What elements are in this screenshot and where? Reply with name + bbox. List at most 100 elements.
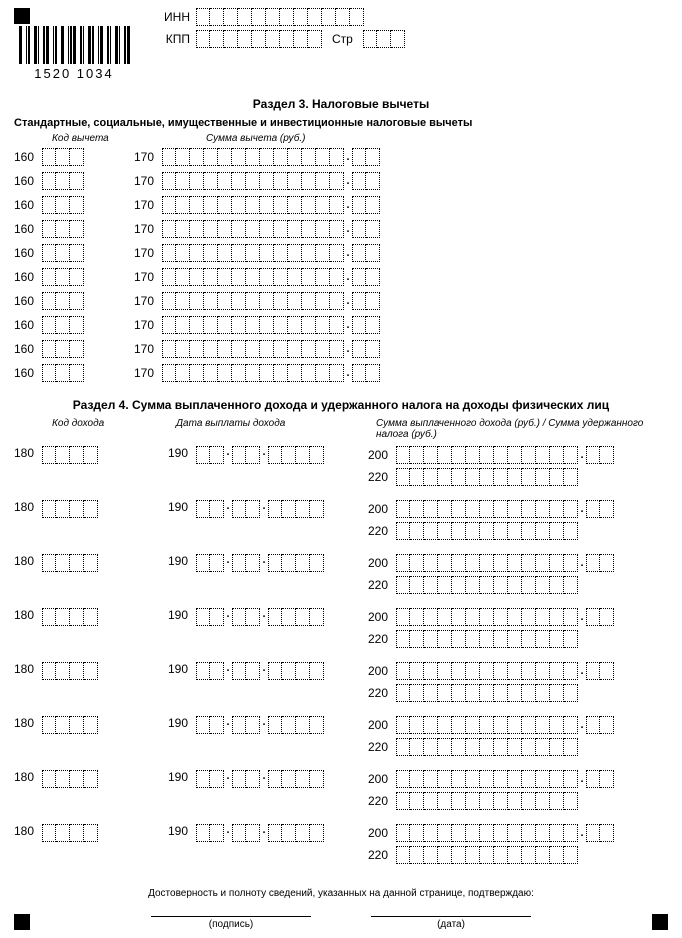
- decimal-dot-icon: .: [224, 554, 232, 566]
- s4-colA-header: Код дохода: [14, 418, 168, 440]
- decimal-dot-icon: .: [344, 295, 352, 307]
- section3-subtitle: Стандартные, социальные, имущественные и…: [14, 117, 668, 129]
- s3-code-right: 170: [134, 150, 162, 164]
- s3-code-left: 160: [14, 294, 42, 308]
- barcode-icon: [19, 26, 130, 64]
- date-label: (дата): [437, 919, 465, 930]
- s3-row: 160 170.: [14, 292, 668, 310]
- decimal-dot-icon: .: [578, 557, 586, 569]
- s4-code-190: 190: [168, 770, 196, 784]
- footer-line: Достоверность и полноту сведений, указан…: [30, 888, 652, 899]
- decimal-dot-icon: .: [578, 449, 586, 461]
- s3-code-left: 160: [14, 342, 42, 356]
- inn-cells[interactable]: [196, 8, 364, 26]
- section3-headers: Код вычета Сумма вычета (руб.): [14, 133, 668, 144]
- decimal-dot-icon: .: [224, 446, 232, 458]
- decimal-dot-icon: .: [344, 271, 352, 283]
- decimal-dot-icon: .: [344, 367, 352, 379]
- s4-code-220: 220: [368, 470, 396, 484]
- s3-code-right: 170: [134, 294, 162, 308]
- s3-code-right: 170: [134, 222, 162, 236]
- header: 1520 1034 ИНН КПП Стр: [14, 8, 668, 81]
- s3-code-right: 170: [134, 246, 162, 260]
- s4-code-190: 190: [168, 716, 196, 730]
- s3-code-left: 160: [14, 150, 42, 164]
- s3-code-left: 160: [14, 366, 42, 380]
- sign-slot-signature: (подпись): [151, 903, 311, 930]
- decimal-dot-icon: .: [578, 665, 586, 677]
- s4-code-200: 200: [368, 448, 396, 462]
- sign-slot-date: (дата): [371, 903, 531, 930]
- date-line[interactable]: [371, 903, 531, 917]
- decimal-dot-icon: .: [578, 827, 586, 839]
- kpp-row: КПП Стр: [154, 30, 668, 48]
- s4-code-200: 200: [368, 826, 396, 840]
- s4-code-190: 190: [168, 824, 196, 838]
- s4-code-180: 180: [14, 716, 42, 730]
- s4-code-200: 200: [368, 556, 396, 570]
- s4-code-220: 220: [368, 686, 396, 700]
- s4-block: 180190..200.220: [14, 662, 668, 706]
- s4-code-180: 180: [14, 554, 42, 568]
- decimal-dot-icon: .: [578, 503, 586, 515]
- decimal-dot-icon: .: [344, 199, 352, 211]
- page-cells[interactable]: [363, 30, 405, 48]
- s3-row: 160 170.: [14, 268, 668, 286]
- decimal-dot-icon: .: [578, 611, 586, 623]
- corner-square-bl: [14, 914, 30, 930]
- s4-code-190: 190: [168, 446, 196, 460]
- s4-block: 180190..200.220: [14, 770, 668, 814]
- decimal-dot-icon: .: [260, 770, 268, 782]
- decimal-dot-icon: .: [260, 824, 268, 836]
- s4-code-180: 180: [14, 770, 42, 784]
- s4-code-200: 200: [368, 610, 396, 624]
- signature-label: (подпись): [209, 919, 253, 930]
- s4-code-190: 190: [168, 500, 196, 514]
- s3-code-left: 160: [14, 174, 42, 188]
- section4-headers: Код дохода Дата выплаты дохода Сумма вып…: [14, 418, 668, 440]
- decimal-dot-icon: .: [260, 554, 268, 566]
- decimal-dot-icon: .: [224, 770, 232, 782]
- s3-code-right: 170: [134, 318, 162, 332]
- sign-row: (подпись) (дата): [30, 903, 652, 930]
- s4-block: 180190..200.220: [14, 608, 668, 652]
- s4-code-190: 190: [168, 662, 196, 676]
- s4-code-190: 190: [168, 608, 196, 622]
- s4-block: 180190..200.220: [14, 824, 668, 868]
- s3-code-left: 160: [14, 270, 42, 284]
- s3-row: 160 170.: [14, 364, 668, 382]
- s4-code-200: 200: [368, 718, 396, 732]
- section4-blocks: 180 190.. 200. 220 180 190.. 200. 220 180 190.. 20…: [14, 446, 668, 868]
- s4-code-200: 200: [368, 664, 396, 678]
- decimal-dot-icon: .: [224, 500, 232, 512]
- page-label: Стр: [332, 32, 353, 46]
- s3-row: 160170.: [14, 316, 668, 334]
- decimal-dot-icon: .: [578, 719, 586, 731]
- s3-code-left: 160: [14, 318, 42, 332]
- decimal-dot-icon: .: [260, 446, 268, 458]
- inn-row: ИНН: [154, 8, 668, 26]
- s4-code-180: 180: [14, 608, 42, 622]
- decimal-dot-icon: .: [260, 608, 268, 620]
- decimal-dot-icon: .: [260, 500, 268, 512]
- signature-line[interactable]: [151, 903, 311, 917]
- s4-code-220: 220: [368, 524, 396, 538]
- kpp-cells[interactable]: [196, 30, 322, 48]
- s4-code-220: 220: [368, 794, 396, 808]
- s3-code-right: 170: [134, 342, 162, 356]
- s3-code-left: 160: [14, 198, 42, 212]
- s4-code-220: 220: [368, 632, 396, 646]
- s4-code-220: 220: [368, 848, 396, 862]
- s3-code-right: 170: [134, 366, 162, 380]
- s4-code-180: 180: [14, 824, 42, 838]
- s3-code-left: 160: [14, 222, 42, 236]
- section4-title: Раздел 4. Сумма выплаченного дохода и уд…: [14, 398, 668, 412]
- s3-col2-header: Сумма вычета (руб.): [168, 133, 668, 144]
- footer-wrap: Достоверность и полноту сведений, указан…: [14, 878, 668, 930]
- decimal-dot-icon: .: [224, 662, 232, 674]
- s4-block: 180190..200.220: [14, 446, 668, 490]
- decimal-dot-icon: .: [344, 223, 352, 235]
- decimal-dot-icon: .: [578, 773, 586, 785]
- s3-code-right: 170: [134, 270, 162, 284]
- corner-square-br: [652, 914, 668, 930]
